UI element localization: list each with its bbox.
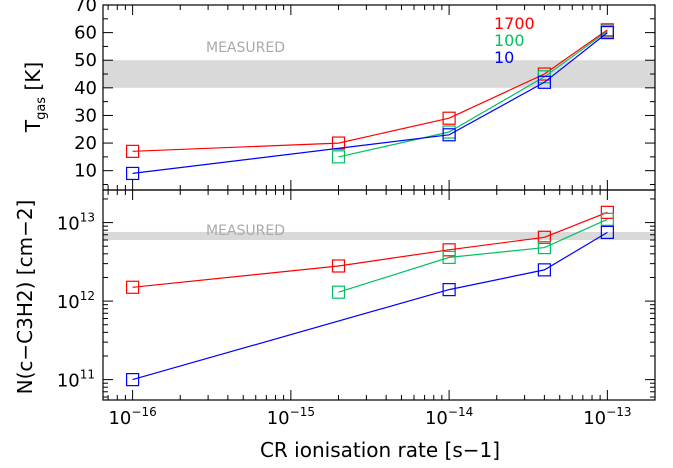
bottom-point-100 <box>442 250 456 265</box>
top-ytick-label: 40 <box>74 78 97 99</box>
top-ylabel: Tgas [K] <box>21 62 49 133</box>
top-series-line-1700 <box>132 29 608 152</box>
top-point-1700 <box>442 111 456 125</box>
bottom-point-1700 <box>126 280 140 294</box>
top-ytick-label: 70 <box>74 0 97 16</box>
top-ytick-label: 50 <box>74 50 97 71</box>
xtick-label: 10−13 <box>583 405 631 429</box>
measured-band-top <box>103 60 655 88</box>
bottom-point-10 <box>442 283 456 297</box>
bottom-point-10 <box>600 225 614 239</box>
top-ytick-label: 30 <box>74 105 97 126</box>
measured-band-bottom <box>103 231 655 241</box>
top-ytick-label: 10 <box>74 161 97 182</box>
bottom-point-1700 <box>600 205 614 219</box>
bottom-ytick-label: 1011 <box>57 368 95 392</box>
top-point-10 <box>600 26 614 40</box>
bottom-ylabel: N(c−C3H2) [cm−2] <box>13 200 37 395</box>
bottom-point-100 <box>600 212 614 226</box>
xtick-label: 10−16 <box>108 405 156 429</box>
top-ytick-label: 20 <box>74 133 97 154</box>
top-point-10 <box>126 166 140 181</box>
top-series-line-100 <box>338 30 608 158</box>
bottom-series-line-1700 <box>132 211 608 288</box>
bottom-point-10 <box>537 263 551 277</box>
bottom-plot-frame <box>102 189 656 401</box>
bottom-series-line-10 <box>132 231 608 381</box>
bottom-point-100 <box>537 241 551 255</box>
top-ytick-label: 60 <box>74 23 97 44</box>
bottom-ytick-label: 1012 <box>57 289 95 313</box>
bottom-point-1700 <box>442 243 456 257</box>
x-axis-label: CR ionisation rate [s−1] <box>260 438 500 462</box>
xtick-label: 10−14 <box>425 405 473 429</box>
top-point-1700 <box>126 144 140 158</box>
measured-label-bottom: MEASURED <box>206 223 285 239</box>
legend-label-10: 10 <box>494 48 514 67</box>
bottom-ytick-label: 1013 <box>57 211 95 235</box>
legend-label-1700: 1700 <box>494 14 535 33</box>
top-plot-frame <box>102 4 656 191</box>
top-series-line-10 <box>132 32 608 174</box>
bottom-ylabel-text: N(c−C3H2) [cm−2] <box>13 200 37 395</box>
top-ylabel-text: Tgas [K] <box>21 62 49 133</box>
top-point-1700 <box>331 136 346 150</box>
bottom-point-1700 <box>537 230 551 244</box>
top-point-10 <box>442 128 456 142</box>
bottom-point-1700 <box>331 259 346 273</box>
bottom-series-line-100 <box>338 218 608 293</box>
top-point-10 <box>537 75 551 89</box>
xtick-label: 10−15 <box>267 405 315 429</box>
bottom-point-10 <box>126 373 140 387</box>
bottom-point-100 <box>331 285 346 299</box>
legend-label-100: 100 <box>494 31 525 50</box>
measured-label-top: MEASURED <box>206 40 285 56</box>
top-point-100 <box>331 150 346 164</box>
